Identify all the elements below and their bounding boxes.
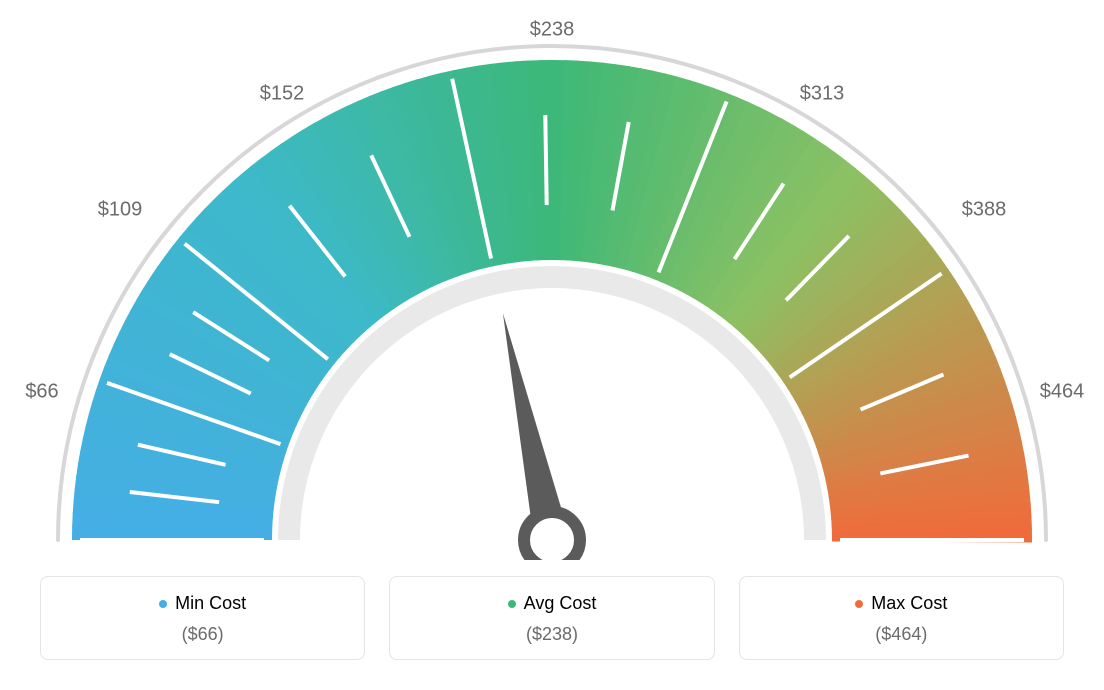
legend-row: Min Cost ($66) Avg Cost ($238) Max Cost … — [40, 576, 1064, 660]
legend-title-text: Avg Cost — [524, 593, 597, 614]
legend-title-min: Min Cost — [159, 593, 246, 614]
legend-value-max: ($464) — [740, 624, 1063, 645]
gauge-tick-label: $66 — [25, 381, 58, 404]
cost-gauge: $66 $109 $152 $238 $313 $388 $464 — [0, 0, 1104, 560]
legend-card-avg: Avg Cost ($238) — [389, 576, 714, 660]
gauge-tick-label: $388 — [962, 199, 1007, 222]
gauge-tick-label: $152 — [260, 83, 305, 106]
legend-title-text: Min Cost — [175, 593, 246, 614]
legend-title-max: Max Cost — [855, 593, 947, 614]
legend-title-avg: Avg Cost — [508, 593, 597, 614]
gauge-tick-label: $313 — [800, 83, 845, 106]
gauge-tick-label: $464 — [1040, 381, 1085, 404]
legend-title-text: Max Cost — [871, 593, 947, 614]
legend-value-min: ($66) — [41, 624, 364, 645]
gauge-tick-label: $109 — [98, 199, 143, 222]
legend-card-max: Max Cost ($464) — [739, 576, 1064, 660]
dot-icon — [159, 600, 167, 608]
legend-card-min: Min Cost ($66) — [40, 576, 365, 660]
legend-value-avg: ($238) — [390, 624, 713, 645]
dot-icon — [508, 600, 516, 608]
gauge-tick-label: $238 — [530, 19, 575, 42]
gauge-svg — [0, 0, 1104, 560]
dot-icon — [855, 600, 863, 608]
